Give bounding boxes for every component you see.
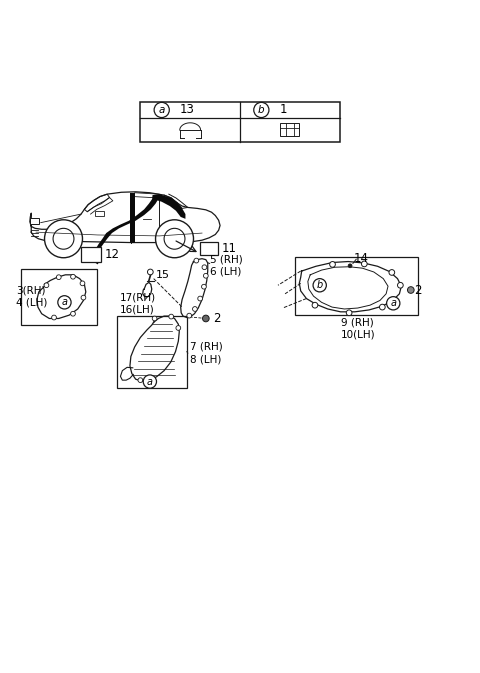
Circle shape [44, 283, 49, 287]
Circle shape [156, 220, 193, 258]
Circle shape [138, 378, 143, 382]
Bar [140, 102, 340, 142]
Circle shape [56, 275, 61, 279]
Circle shape [313, 279, 326, 292]
Circle shape [143, 375, 156, 388]
Bar [30, 218, 39, 223]
Text: a: a [390, 298, 396, 308]
Circle shape [164, 228, 185, 249]
Circle shape [386, 297, 400, 310]
Circle shape [81, 295, 86, 300]
Circle shape [147, 269, 153, 275]
Polygon shape [153, 194, 185, 219]
Circle shape [169, 314, 174, 319]
Bar [117, 316, 187, 388]
Circle shape [312, 302, 318, 308]
Text: a: a [61, 297, 68, 308]
Polygon shape [93, 195, 159, 258]
Circle shape [71, 312, 75, 316]
Circle shape [330, 262, 336, 267]
Circle shape [202, 265, 207, 270]
Circle shape [348, 264, 352, 268]
Text: 7 (RH)
8 (LH): 7 (RH) 8 (LH) [190, 342, 223, 364]
Circle shape [397, 283, 403, 288]
Text: 1: 1 [279, 104, 287, 116]
Circle shape [45, 220, 83, 258]
Text: b: b [258, 105, 264, 115]
Circle shape [52, 315, 56, 320]
Bar [295, 257, 418, 315]
Polygon shape [92, 258, 100, 264]
Circle shape [194, 258, 199, 263]
Circle shape [176, 326, 180, 330]
Text: 15: 15 [156, 270, 169, 280]
Circle shape [187, 313, 192, 318]
Bar [81, 247, 101, 262]
Text: b: b [317, 280, 323, 290]
Circle shape [389, 270, 395, 275]
Circle shape [361, 261, 367, 267]
Circle shape [152, 316, 157, 321]
Circle shape [346, 310, 352, 316]
Circle shape [80, 281, 85, 286]
Text: 9 (RH)
10(LH): 9 (RH) 10(LH) [340, 318, 375, 340]
Circle shape [154, 102, 169, 118]
Bar [96, 211, 104, 215]
Text: 13: 13 [180, 104, 194, 116]
Text: 17(RH)
16(LH): 17(RH) 16(LH) [120, 292, 156, 314]
Text: a: a [147, 377, 153, 386]
Bar [21, 269, 96, 324]
Text: 2: 2 [414, 283, 421, 297]
Circle shape [58, 295, 71, 309]
Circle shape [202, 284, 206, 289]
Text: 5 (RH)
6 (LH): 5 (RH) 6 (LH) [210, 254, 242, 277]
Text: 11: 11 [221, 242, 237, 255]
Bar [200, 242, 218, 255]
Text: 12: 12 [105, 248, 120, 261]
Text: 2: 2 [213, 312, 220, 325]
Text: 14: 14 [354, 252, 369, 264]
Circle shape [380, 304, 385, 310]
Circle shape [53, 228, 74, 249]
Circle shape [204, 273, 208, 278]
Text: a: a [158, 105, 165, 115]
Circle shape [198, 296, 203, 301]
Bar [280, 122, 300, 136]
Circle shape [408, 287, 414, 293]
Circle shape [203, 315, 209, 322]
Text: 3(RH)
4 (LH): 3(RH) 4 (LH) [16, 285, 48, 308]
Circle shape [254, 102, 269, 118]
Polygon shape [130, 192, 135, 242]
Circle shape [71, 275, 75, 279]
Circle shape [192, 307, 197, 312]
